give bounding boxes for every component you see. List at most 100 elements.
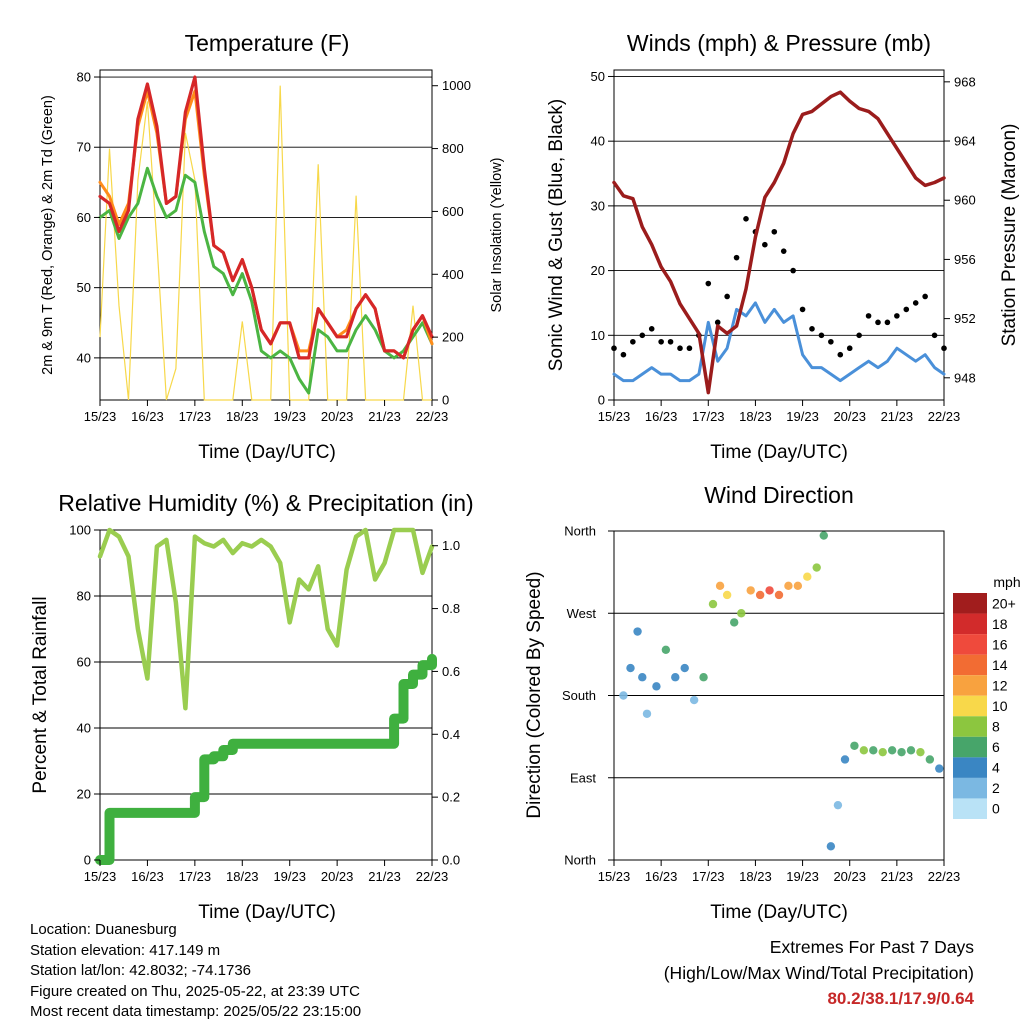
gust-point <box>941 345 947 352</box>
direction-point <box>819 531 828 540</box>
y2-tick-label: 964 <box>954 134 976 149</box>
y2-tick-label: 0.0 <box>442 853 460 868</box>
y-tick-label: 50 <box>77 280 91 295</box>
gust-point <box>922 293 928 300</box>
temperature-y2label: Solar Insolation (Yellow) <box>489 157 505 312</box>
gust-point <box>846 345 853 352</box>
colorbar-swatch <box>953 757 987 778</box>
y2-tick-label: 400 <box>442 267 464 282</box>
gust-point <box>837 351 844 358</box>
gust-point <box>667 338 674 345</box>
colorbar-label: 12 <box>992 677 1008 693</box>
colorbar-swatch <box>953 798 987 819</box>
wind-pressure-grid <box>614 76 944 401</box>
direction-point <box>642 709 652 718</box>
pressure-line <box>612 90 946 395</box>
direction-point <box>715 581 725 591</box>
colorbar-swatch <box>953 593 987 614</box>
y-tick-label: 70 <box>77 140 91 155</box>
wind-direction-points <box>619 531 944 851</box>
gust-point <box>611 345 617 352</box>
x-tick-label: 18/23 <box>739 869 772 884</box>
y-tick-label: West <box>567 606 597 621</box>
direction-point <box>626 663 635 673</box>
y-tick-label: North <box>564 853 596 868</box>
wind-pressure-ylabel: Sonic Wind & Gust (Blue, Black) <box>546 99 567 371</box>
colorbar-swatch <box>953 695 987 717</box>
y2-tick-label: 1000 <box>442 78 471 93</box>
y-tick-label: 20 <box>77 787 91 802</box>
elevation-text: Station elevation: 417.149 m <box>30 941 221 959</box>
x-tick-label: 22/23 <box>416 409 449 424</box>
wind-pressure-plot-area <box>613 69 945 401</box>
direction-point <box>765 586 774 595</box>
wind-pressure-series <box>611 90 947 395</box>
gust-point <box>931 332 938 339</box>
x-tick-label: 17/23 <box>179 869 212 884</box>
x-tick-label: 22/23 <box>416 869 449 884</box>
x-tick-label: 22/23 <box>928 869 961 884</box>
humidity-precip-panel: Relative Humidity (%) & Precipitation (i… <box>30 490 474 923</box>
direction-point <box>925 755 935 764</box>
x-tick-label: 15/23 <box>84 409 117 424</box>
direction-point <box>784 581 793 591</box>
colorbar-label: 0 <box>992 801 1000 817</box>
gust-point <box>677 345 683 352</box>
colorbar-label: 2 <box>992 780 1000 796</box>
x-tick-label: 21/23 <box>368 409 401 424</box>
temperature-xlabel: Time (Day/UTC) <box>198 442 336 463</box>
x-tick-label: 17/23 <box>179 409 212 424</box>
y2-tick-label: 600 <box>442 204 464 219</box>
x-tick-label: 20/23 <box>833 409 866 424</box>
colorbar-swatch <box>953 736 987 758</box>
y-tick-label: 20 <box>591 263 605 278</box>
gust-point <box>865 313 872 319</box>
station-info: Location: Duanesburg Station elevation: … <box>30 920 361 1023</box>
temperature-plot-area <box>99 69 433 401</box>
direction-point <box>826 842 836 851</box>
x-tick-label: 21/23 <box>368 869 401 884</box>
x-tick-label: 15/23 <box>598 869 631 884</box>
y2-tick-label: 0.4 <box>442 727 460 742</box>
direction-point <box>793 581 803 591</box>
latlon-text: Station lat/lon: 42.8032; -74.1736 <box>30 962 252 979</box>
direction-point <box>812 563 821 572</box>
colorbar-swatch <box>953 634 987 655</box>
extremes-values: 80.2/38.1/17.9/0.64 <box>827 989 974 1008</box>
gust-point <box>714 319 721 326</box>
temp-2m-line <box>98 75 434 360</box>
x-tick-label: 17/23 <box>692 869 725 884</box>
direction-point <box>897 747 906 757</box>
colorbar-label: 18 <box>992 616 1008 632</box>
x-tick-label: 15/23 <box>598 409 631 424</box>
solar-line <box>99 85 432 401</box>
colorbar-label: 8 <box>992 719 1000 735</box>
x-tick-label: 19/23 <box>273 409 306 424</box>
x-tick-label: 16/23 <box>131 869 164 884</box>
gust-point <box>705 280 712 287</box>
x-tick-label: 18/23 <box>226 409 259 424</box>
x-tick-label: 19/23 <box>273 869 306 884</box>
direction-point <box>652 682 661 691</box>
y2-tick-label: 1.0 <box>442 538 460 553</box>
colorbar-swatch <box>953 777 987 799</box>
direction-point <box>633 627 642 636</box>
y2-tick-label: 0 <box>442 393 449 408</box>
gust-point <box>648 326 655 332</box>
direction-point <box>746 586 755 595</box>
colorbar-title: mph <box>993 574 1020 590</box>
y-tick-label: 80 <box>77 70 91 85</box>
colorbar-swatch <box>953 613 987 635</box>
direction-point <box>840 755 850 764</box>
colorbar-label: 4 <box>992 760 1000 776</box>
x-tick-label: 18/23 <box>739 409 772 424</box>
direction-point <box>906 746 916 755</box>
direction-point <box>774 590 784 600</box>
direction-point <box>638 673 647 682</box>
direction-point <box>935 764 944 773</box>
extremes-box: Extremes For Past 7 Days (High/Low/Max W… <box>664 934 974 1012</box>
y-tick-label: 40 <box>77 350 91 365</box>
gust-point <box>790 267 796 274</box>
wind-direction-xlabel: Time (Day/UTC) <box>710 902 848 923</box>
